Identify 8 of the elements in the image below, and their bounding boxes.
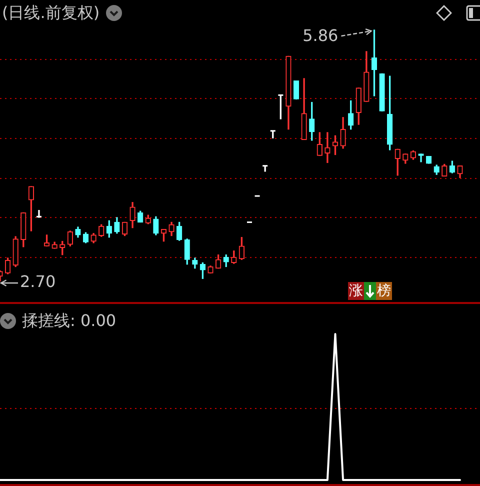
text: 榜 xyxy=(376,282,392,300)
chart-title: 揉搓线: 0.00 xyxy=(22,311,116,330)
candlestick xyxy=(324,132,330,163)
candlestick xyxy=(36,210,42,218)
chart-title: (日线.前复权) xyxy=(2,3,100,22)
annotation: 5.86 xyxy=(302,26,338,46)
text: 涨 xyxy=(348,282,364,300)
annotation: 2.70 xyxy=(20,272,56,292)
